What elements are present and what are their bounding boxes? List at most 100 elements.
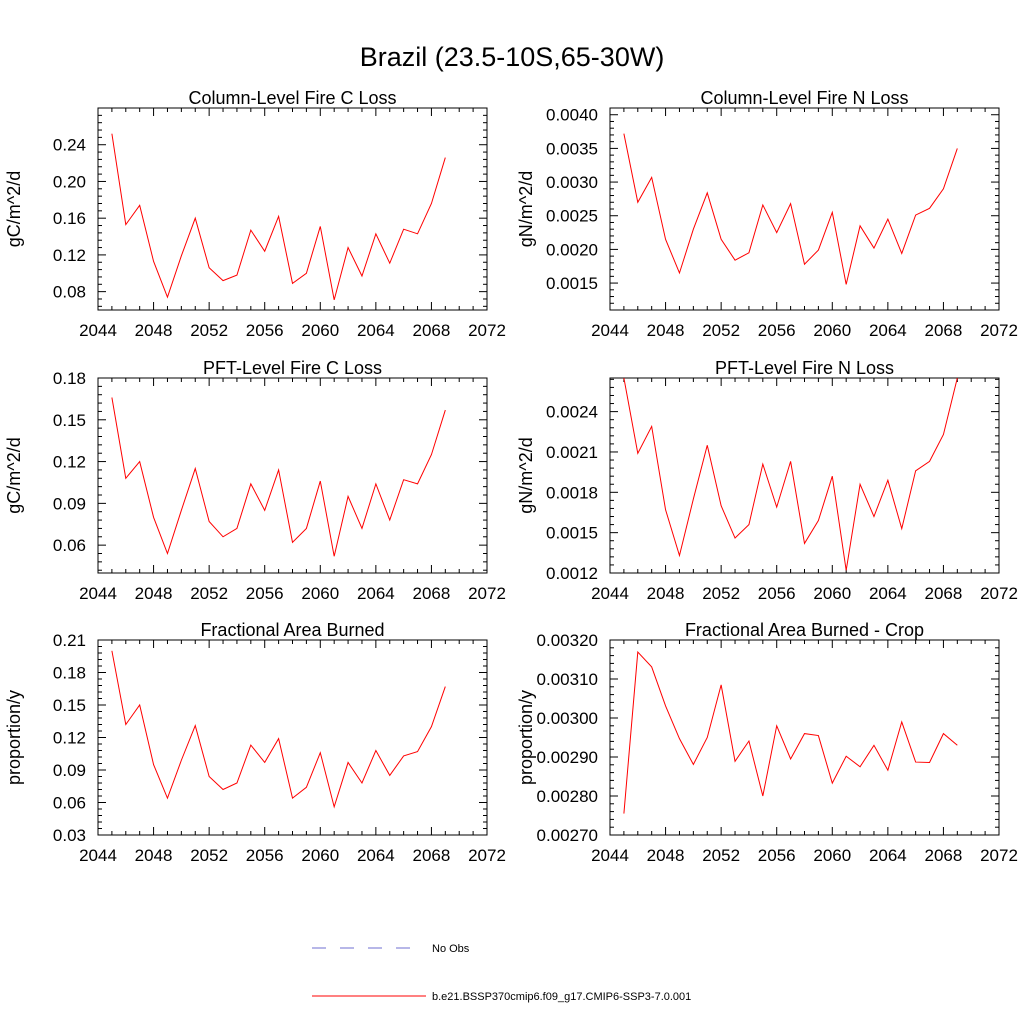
- column-fire-c-loss-xtick-label: 2052: [190, 321, 228, 340]
- column-fire-n-loss-xtick-label: 2068: [925, 321, 963, 340]
- column-fire-c-loss-ytick-label: 0.08: [53, 283, 86, 302]
- fractional-area-burned-crop-ytick-label: 0.00280: [537, 787, 598, 806]
- column-fire-c-loss-xtick-label: 2068: [413, 321, 451, 340]
- fractional-area-burned-ylabel: proportion/y: [4, 690, 24, 785]
- pft-fire-n-loss-title: PFT-Level Fire N Loss: [715, 358, 894, 378]
- legend-label-model-run: b.e21.BSSP370cmip6.f09_g17.CMIP6-SSP3-7.…: [432, 991, 691, 1003]
- panel-fractional-area-burned: Fractional Area Burned proportion/y 2044 20…: [4, 620, 506, 865]
- fractional-area-burned-xtick-label: 2064: [357, 846, 395, 865]
- fractional-area-burned-title: Fractional Area Burned: [200, 620, 384, 640]
- pft-fire-c-loss-ytick-label: 0.09: [53, 494, 86, 513]
- column-fire-c-loss-xtick-label: 2048: [135, 321, 173, 340]
- pft-fire-c-loss-xtick-label: 2064: [357, 584, 395, 603]
- column-fire-n-loss-xtick-label: 2048: [647, 321, 685, 340]
- pft-fire-n-loss-xtick-label: 2068: [925, 584, 963, 603]
- pft-fire-n-loss-xtick-label: 2064: [869, 584, 907, 603]
- pft-fire-n-loss-ytick-label: 0.0021: [546, 443, 598, 462]
- fractional-area-burned-crop-ytick-label: 0.00300: [537, 709, 598, 728]
- pft-fire-n-loss-ytick-label: 0.0012: [546, 564, 598, 583]
- column-fire-n-loss-xtick-label: 2044: [591, 321, 629, 340]
- column-fire-n-loss-xtick-label: 2064: [869, 321, 907, 340]
- pft-fire-n-loss-ytick-label: 0.0024: [546, 403, 598, 422]
- pft-fire-n-loss-xtick-label: 2060: [813, 584, 851, 603]
- pft-fire-c-loss-xtick-label: 2048: [135, 584, 173, 603]
- column-fire-c-loss-ytick-label: 0.16: [53, 209, 86, 228]
- fractional-area-burned-crop-ytick-label: 0.00290: [537, 748, 598, 767]
- figure-title: Brazil (23.5-10S,65-30W): [360, 42, 665, 72]
- fractional-area-burned-crop-xtick-label: 2072: [980, 846, 1018, 865]
- fractional-area-burned-xtick-label: 2056: [246, 846, 284, 865]
- column-fire-n-loss-ytick-label: 0.0015: [546, 274, 598, 293]
- fractional-area-burned-crop-xtick-label: 2068: [925, 846, 963, 865]
- fractional-area-burned-ytick-label: 0.18: [53, 664, 86, 683]
- fractional-area-burned-crop-xtick-label: 2056: [758, 846, 796, 865]
- fractional-area-burned-crop-ytick-label: 0.00320: [537, 631, 598, 650]
- fractional-area-burned-crop-ylabel: proportion/y: [516, 690, 536, 785]
- fractional-area-burned-xtick-label: 2072: [468, 846, 506, 865]
- pft-fire-c-loss-ylabel: gC/m^2/d: [4, 437, 24, 513]
- fractional-area-burned-crop-xtick-label: 2044: [591, 846, 629, 865]
- fractional-area-burned-ytick-label: 0.06: [53, 794, 86, 813]
- pft-fire-n-loss-xtick-label: 2072: [980, 584, 1018, 603]
- pft-fire-c-loss-title: PFT-Level Fire C Loss: [203, 358, 382, 378]
- fractional-area-burned-xtick-label: 2044: [79, 846, 117, 865]
- fractional-area-burned-crop-xtick-label: 2064: [869, 846, 907, 865]
- panel-column-fire-c-loss: Column-Level Fire C Loss gC/m^2/d 2044 2048…: [4, 88, 506, 340]
- column-fire-c-loss-title: Column-Level Fire C Loss: [188, 88, 396, 108]
- fractional-area-burned-ytick-label: 0.03: [53, 826, 86, 845]
- pft-fire-n-loss-ytick-label: 0.0018: [546, 483, 598, 502]
- pft-fire-c-loss-ytick-label: 0.12: [53, 453, 86, 472]
- column-fire-n-loss-ytick-label: 0.0025: [546, 207, 598, 226]
- fractional-area-burned-crop-xtick-label: 2060: [813, 846, 851, 865]
- column-fire-n-loss-xtick-label: 2060: [813, 321, 851, 340]
- pft-fire-n-loss-xtick-label: 2056: [758, 584, 796, 603]
- pft-fire-n-loss-ytick-label: 0.0015: [546, 524, 598, 543]
- pft-fire-c-loss-xtick-label: 2052: [190, 584, 228, 603]
- column-fire-c-loss-xtick-label: 2044: [79, 321, 117, 340]
- column-fire-n-loss-title: Column-Level Fire N Loss: [700, 88, 908, 108]
- pft-fire-c-loss-ytick-label: 0.18: [53, 369, 86, 388]
- pft-fire-c-loss-xtick-label: 2068: [413, 584, 451, 603]
- pft-fire-c-loss-ytick-label: 0.15: [53, 411, 86, 430]
- column-fire-n-loss-ytick-label: 0.0020: [546, 240, 598, 259]
- pft-fire-n-loss-xtick-label: 2048: [647, 584, 685, 603]
- panel-column-fire-n-loss: Column-Level Fire N Loss gN/m^2/d 2044 2048…: [516, 88, 1018, 340]
- column-fire-c-loss-ytick-label: 0.20: [53, 172, 86, 191]
- column-fire-c-loss-ytick-label: 0.24: [53, 136, 86, 155]
- pft-fire-c-loss-xtick-label: 2044: [79, 584, 117, 603]
- panel-pft-fire-n-loss: PFT-Level Fire N Loss gN/m^2/d 2044 2048 205…: [516, 358, 1018, 603]
- column-fire-n-loss-ytick-label: 0.0035: [546, 139, 598, 158]
- pft-fire-c-loss-ytick-label: 0.06: [53, 536, 86, 555]
- column-fire-c-loss-xtick-label: 2064: [357, 321, 395, 340]
- fractional-area-burned-ytick-label: 0.15: [53, 696, 86, 715]
- fractional-area-burned-ytick-label: 0.12: [53, 729, 86, 748]
- fractional-area-burned-crop-xtick-label: 2048: [647, 846, 685, 865]
- fractional-area-burned-crop-ytick-label: 0.00270: [537, 826, 598, 845]
- fractional-area-burned-xtick-label: 2048: [135, 846, 173, 865]
- pft-fire-c-loss-xtick-label: 2056: [246, 584, 284, 603]
- column-fire-n-loss-ytick-label: 0.0030: [546, 173, 598, 192]
- column-fire-n-loss-ytick-label: 0.0040: [546, 106, 598, 125]
- pft-fire-n-loss-ylabel: gN/m^2/d: [516, 437, 536, 513]
- column-fire-c-loss-xtick-label: 2056: [246, 321, 284, 340]
- panels-container: Column-Level Fire C Loss gC/m^2/d 2044 2048…: [4, 88, 1018, 865]
- fractional-area-burned-ytick-label: 0.21: [53, 631, 86, 650]
- column-fire-n-loss-xtick-label: 2052: [702, 321, 740, 340]
- column-fire-n-loss-ylabel: gN/m^2/d: [516, 171, 536, 247]
- pft-fire-c-loss-xtick-label: 2060: [301, 584, 339, 603]
- column-fire-c-loss-xtick-label: 2060: [301, 321, 339, 340]
- pft-fire-n-loss-xtick-label: 2052: [702, 584, 740, 603]
- column-fire-c-loss-xtick-label: 2072: [468, 321, 506, 340]
- fractional-area-burned-crop-xtick-label: 2052: [702, 846, 740, 865]
- fractional-area-burned-xtick-label: 2068: [413, 846, 451, 865]
- column-fire-n-loss-xtick-label: 2056: [758, 321, 796, 340]
- column-fire-c-loss-ytick-label: 0.12: [53, 246, 86, 265]
- pft-fire-c-loss-xtick-label: 2072: [468, 584, 506, 603]
- fractional-area-burned-xtick-label: 2052: [190, 846, 228, 865]
- column-fire-c-loss-ylabel: gC/m^2/d: [4, 171, 24, 247]
- pft-fire-n-loss-xtick-label: 2044: [591, 584, 629, 603]
- fractional-area-burned-crop-title: Fractional Area Burned - Crop: [685, 620, 924, 640]
- legend-label-no-obs: No Obs: [432, 943, 470, 955]
